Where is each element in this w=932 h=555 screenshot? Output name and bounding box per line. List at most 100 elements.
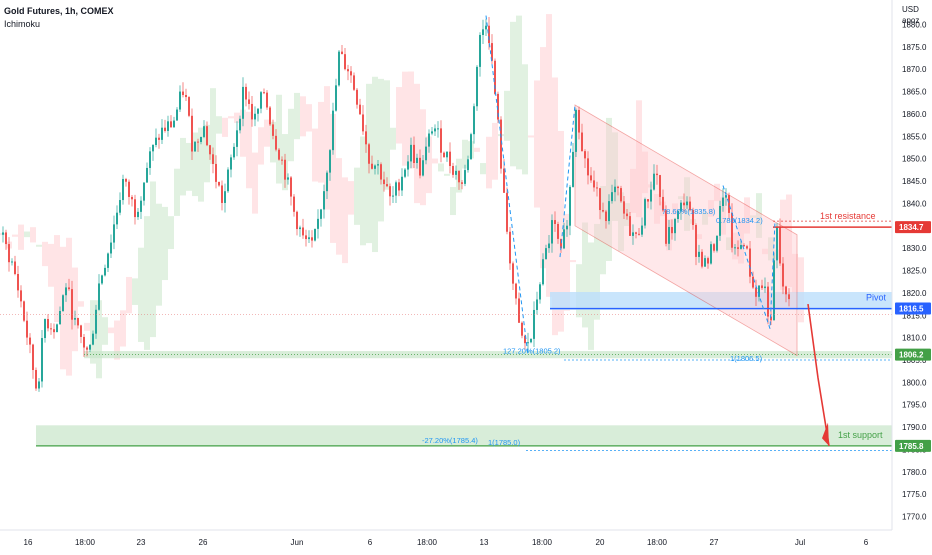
candle-body bbox=[479, 34, 481, 67]
cloud-segment bbox=[792, 253, 798, 293]
y-tick-label: 1860.0 bbox=[902, 110, 927, 119]
candle-body bbox=[569, 186, 571, 226]
candle-body bbox=[752, 276, 754, 288]
candle-body bbox=[713, 244, 715, 251]
cloud-segment bbox=[102, 317, 108, 345]
candle-body bbox=[725, 195, 727, 198]
candle-body bbox=[38, 381, 40, 389]
candle-body bbox=[281, 159, 283, 161]
cloud-segment bbox=[702, 212, 708, 225]
candle-body bbox=[155, 137, 157, 145]
candle-body bbox=[698, 251, 700, 257]
candle-body bbox=[428, 133, 430, 147]
cloud-segment bbox=[144, 216, 150, 350]
candle-body bbox=[461, 182, 463, 184]
candle-body bbox=[26, 320, 28, 338]
candle-body bbox=[272, 124, 274, 136]
candle-body bbox=[590, 175, 592, 181]
support-price-tag-label: 1785.8 bbox=[899, 442, 924, 451]
candle-body bbox=[380, 164, 382, 180]
candle-body bbox=[668, 227, 670, 244]
candle-body bbox=[50, 328, 52, 330]
fib-swing-line bbox=[485, 15, 529, 356]
candle-body bbox=[521, 322, 523, 336]
candle-body bbox=[233, 146, 235, 158]
candle-body bbox=[296, 211, 298, 230]
candle-body bbox=[215, 163, 217, 182]
y-tick-label: 1845.0 bbox=[902, 177, 927, 186]
candle-body bbox=[65, 287, 67, 296]
candle-body bbox=[110, 242, 112, 254]
candle-body bbox=[674, 218, 676, 234]
price-axis[interactable] bbox=[892, 0, 932, 550]
cloud-segment bbox=[54, 235, 60, 323]
cloud-segment bbox=[606, 117, 612, 261]
candle-body bbox=[551, 220, 553, 244]
candle-body bbox=[41, 338, 43, 382]
candle-body bbox=[86, 347, 88, 350]
candle-body bbox=[548, 243, 550, 249]
x-tick-label: 6 bbox=[864, 538, 869, 547]
candle-body bbox=[764, 286, 766, 289]
x-tick-label: 26 bbox=[199, 538, 208, 547]
candle-body bbox=[338, 51, 340, 86]
cloud-segment bbox=[96, 300, 102, 379]
cloud-segment bbox=[720, 197, 726, 235]
pivot-price-tag bbox=[895, 302, 931, 315]
candle-body bbox=[692, 210, 694, 226]
secondary-support-zone bbox=[84, 351, 892, 359]
candle-body bbox=[719, 206, 721, 236]
candle-body bbox=[293, 196, 295, 212]
cloud-segment bbox=[564, 213, 570, 311]
candle-body bbox=[710, 244, 712, 264]
cloud-segment bbox=[396, 87, 402, 144]
candle-body bbox=[449, 151, 451, 166]
cloud-segment bbox=[318, 101, 324, 183]
candle-body bbox=[170, 121, 172, 128]
candle-body bbox=[734, 247, 736, 249]
candle-body bbox=[20, 290, 22, 302]
x-tick-label: Jun bbox=[291, 538, 304, 547]
candle-body bbox=[95, 309, 97, 334]
x-tick-label: 18:00 bbox=[532, 538, 553, 547]
candle-body bbox=[377, 164, 379, 166]
candle-body bbox=[587, 158, 589, 176]
candle-body bbox=[191, 115, 193, 152]
cloud-segment bbox=[750, 215, 756, 218]
y-tick-label: 1865.0 bbox=[902, 88, 927, 97]
fib-label: 127.20%(1805.2) bbox=[503, 347, 561, 356]
candle-body bbox=[704, 258, 706, 267]
candle-body bbox=[554, 220, 556, 224]
candle-body bbox=[62, 295, 64, 312]
candle-body bbox=[431, 131, 433, 134]
candle-body bbox=[167, 121, 169, 131]
y-tick-label: 1795.0 bbox=[902, 401, 927, 410]
candle-body bbox=[134, 199, 136, 218]
cloud-segment bbox=[18, 224, 24, 250]
candle-body bbox=[770, 316, 772, 321]
candle-body bbox=[224, 191, 226, 203]
cloud-segment bbox=[786, 194, 792, 288]
y-tick-label: 1875.0 bbox=[902, 43, 927, 52]
x-tick-label: 16 bbox=[24, 538, 33, 547]
cloud-segment bbox=[24, 231, 30, 238]
candle-body bbox=[407, 161, 409, 170]
candle-body bbox=[758, 285, 760, 297]
candle-body bbox=[278, 149, 280, 160]
x-tick-label: 18:00 bbox=[417, 538, 438, 547]
candle-body bbox=[404, 169, 406, 177]
cloud-segment bbox=[714, 183, 720, 202]
candle-body bbox=[80, 325, 82, 337]
y-tick-label: 1775.0 bbox=[902, 490, 927, 499]
cloud-segment bbox=[408, 71, 414, 169]
candle-body bbox=[143, 182, 145, 201]
cloud-segment bbox=[492, 122, 498, 180]
candle-body bbox=[2, 232, 4, 235]
candle-body bbox=[620, 188, 622, 202]
candle-body bbox=[371, 163, 373, 169]
candle-body bbox=[77, 317, 79, 326]
cloud-segment bbox=[390, 127, 396, 150]
candle-body bbox=[311, 237, 313, 241]
